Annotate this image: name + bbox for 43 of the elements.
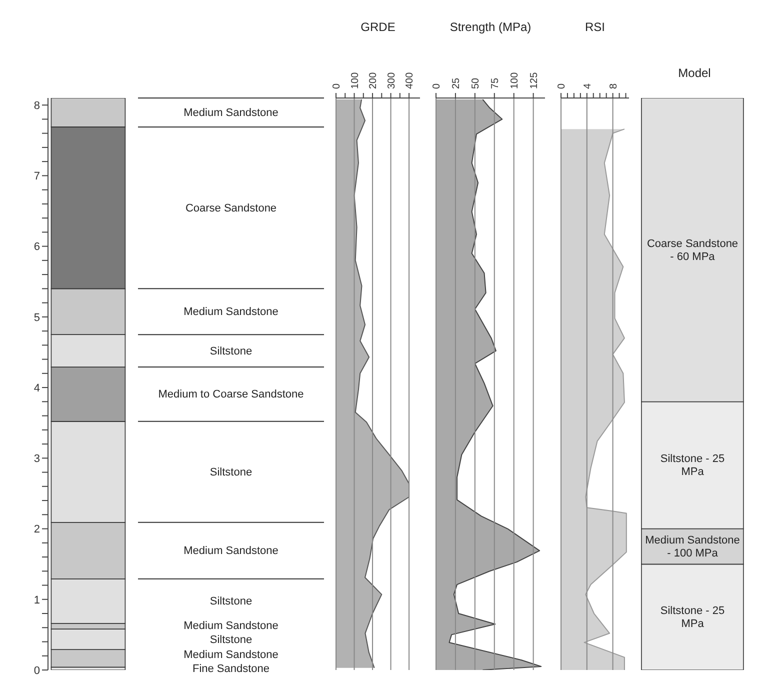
x-tick-label: 0 xyxy=(556,83,568,89)
x-tick-label: 0 xyxy=(432,83,442,89)
chart-title: GRDE xyxy=(360,20,396,34)
series-label: Siltstone - 25 MPa xyxy=(660,453,725,478)
x-tick-label: 125 xyxy=(528,72,540,89)
x-tick-label: 300 xyxy=(386,72,398,89)
y-tick-label: 5 xyxy=(34,312,40,324)
series-label: Medium Sandstone - 100 MPa xyxy=(645,534,740,560)
x-tick-label: 100 xyxy=(509,72,520,89)
y-tick-label: 0 xyxy=(34,664,40,677)
x-tick-label: 75 xyxy=(490,77,501,89)
text: Siltstone xyxy=(210,466,252,478)
chart-title: RSI xyxy=(584,20,606,34)
text: Fine Sandstone xyxy=(192,663,270,676)
text: Medium Sandstone xyxy=(184,545,278,558)
x-tick-label: 50 xyxy=(470,77,482,89)
text: Siltstone xyxy=(210,345,252,358)
series-label: Siltstone - 25 MPa xyxy=(660,605,725,630)
y-tick-label: 4 xyxy=(34,382,40,394)
text: Medium to Coarse Sandstone xyxy=(158,388,304,401)
y-tick-label: 1 xyxy=(34,594,40,606)
x-tick-label: 4 xyxy=(582,83,594,89)
x-tick-label: 8 xyxy=(608,83,620,89)
text: Coarse Sandstone xyxy=(185,202,277,214)
text: Medium Sandstone xyxy=(184,306,278,318)
y-tick-label: 6 xyxy=(34,241,40,254)
x-tick-label: 0 xyxy=(332,83,342,89)
y-tick-label: 7 xyxy=(34,170,40,183)
text: Siltstone xyxy=(210,596,252,608)
chart-title: Model xyxy=(677,66,712,80)
text: Siltstone xyxy=(210,634,252,646)
x-tick-label: 200 xyxy=(368,72,380,89)
y-tick-label: 3 xyxy=(34,453,40,466)
text: Medium Sandstone xyxy=(184,620,278,632)
chart-title: Strength (MPa) xyxy=(448,20,532,34)
y-tick-label: 2 xyxy=(34,524,40,536)
y-tick-label: 8 xyxy=(34,100,40,112)
x-tick-label: 100 xyxy=(350,72,361,89)
text: Medium Sandstone xyxy=(184,106,278,119)
x-tick-label: 25 xyxy=(450,77,462,89)
text: Medium Sandstone xyxy=(184,649,278,662)
series-label: Coarse Sandstone - 60 MPa xyxy=(646,238,738,263)
x-tick-label: 400 xyxy=(404,72,416,89)
